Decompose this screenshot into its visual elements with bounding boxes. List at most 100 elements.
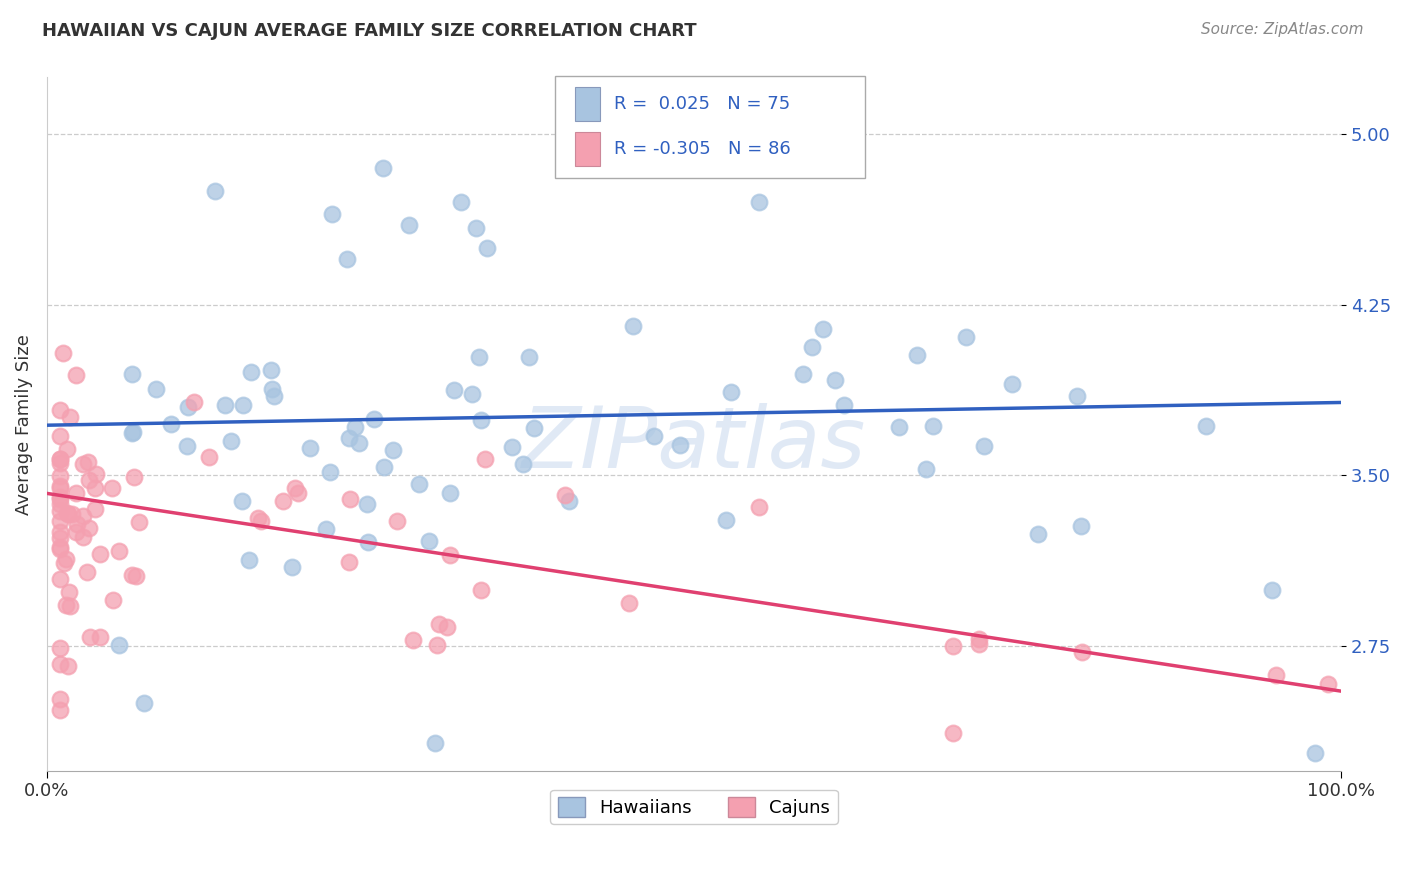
Point <box>832 398 855 412</box>
Point <box>52 556 75 570</box>
Point <box>232 398 254 412</box>
Point <box>517 351 540 365</box>
Point <box>76 455 98 469</box>
Point <box>49 540 72 554</box>
Point <box>1066 389 1088 403</box>
Point <box>240 365 263 379</box>
Point <box>49 491 72 506</box>
Point <box>86 467 108 482</box>
Point <box>475 241 498 255</box>
Point <box>398 218 420 232</box>
Point <box>344 420 367 434</box>
Point <box>669 438 692 452</box>
Point <box>281 560 304 574</box>
Point <box>219 434 242 448</box>
Point <box>77 474 100 488</box>
Point <box>49 703 72 717</box>
Point <box>177 401 200 415</box>
Point <box>401 632 423 647</box>
Point <box>121 567 143 582</box>
Point <box>1001 377 1024 392</box>
Text: HAWAIIAN VS CAJUN AVERAGE FAMILY SIZE CORRELATION CHART: HAWAIIAN VS CAJUN AVERAGE FAMILY SIZE CO… <box>42 22 697 40</box>
Point <box>66 516 89 531</box>
Point <box>121 426 143 441</box>
Point <box>101 593 124 607</box>
Point <box>720 384 742 399</box>
Point <box>973 439 995 453</box>
Point <box>512 457 534 471</box>
Point <box>363 412 385 426</box>
Point <box>49 452 72 467</box>
Point <box>429 617 451 632</box>
Point <box>89 547 111 561</box>
Point <box>49 452 72 467</box>
Point <box>72 529 94 543</box>
Point <box>877 792 900 806</box>
Point <box>621 318 644 333</box>
Point <box>49 692 72 706</box>
Point <box>49 531 72 545</box>
Point <box>58 585 80 599</box>
Point <box>260 363 283 377</box>
Point <box>145 383 167 397</box>
Point <box>418 533 440 548</box>
Point <box>108 543 131 558</box>
Point <box>337 431 360 445</box>
Point <box>49 481 72 495</box>
Point <box>49 456 72 470</box>
Point <box>65 524 87 539</box>
Point <box>125 569 148 583</box>
Point <box>474 452 496 467</box>
Point <box>160 417 183 431</box>
Point <box>238 553 260 567</box>
Point <box>176 440 198 454</box>
Point <box>56 506 79 520</box>
Y-axis label: Average Family Size: Average Family Size <box>15 334 32 515</box>
Point <box>284 481 307 495</box>
Point <box>100 481 122 495</box>
Point <box>967 632 990 646</box>
Point <box>231 493 253 508</box>
Point <box>49 514 72 528</box>
Point <box>423 736 446 750</box>
Point <box>942 639 965 653</box>
Point <box>72 509 94 524</box>
Point <box>408 477 430 491</box>
Point <box>1071 646 1094 660</box>
Point <box>523 420 546 434</box>
Point <box>337 555 360 569</box>
Point <box>49 468 72 483</box>
Point <box>1303 746 1326 760</box>
Point <box>889 420 911 434</box>
Point <box>557 493 579 508</box>
Point <box>1265 668 1288 682</box>
Point <box>183 395 205 409</box>
Point <box>49 497 72 511</box>
Point <box>373 459 395 474</box>
Point <box>250 514 273 528</box>
Point <box>246 511 269 525</box>
Point <box>287 486 309 500</box>
Point <box>554 488 576 502</box>
Point <box>1070 518 1092 533</box>
Point <box>1261 582 1284 597</box>
Point <box>49 541 72 556</box>
Point <box>373 161 395 176</box>
Point <box>748 195 770 210</box>
Point <box>49 429 72 443</box>
Point <box>271 494 294 508</box>
Point <box>263 389 285 403</box>
Point <box>49 572 72 586</box>
Point <box>204 184 226 198</box>
Point <box>470 413 492 427</box>
Text: ZIPatlas: ZIPatlas <box>522 403 866 486</box>
Point <box>49 640 72 655</box>
Point <box>49 490 72 504</box>
Legend: Hawaiians, Cajuns: Hawaiians, Cajuns <box>550 789 838 824</box>
Point <box>501 440 523 454</box>
Point <box>59 409 82 424</box>
Point <box>1317 677 1340 691</box>
Point <box>470 582 492 597</box>
Point <box>49 524 72 539</box>
Point <box>79 630 101 644</box>
